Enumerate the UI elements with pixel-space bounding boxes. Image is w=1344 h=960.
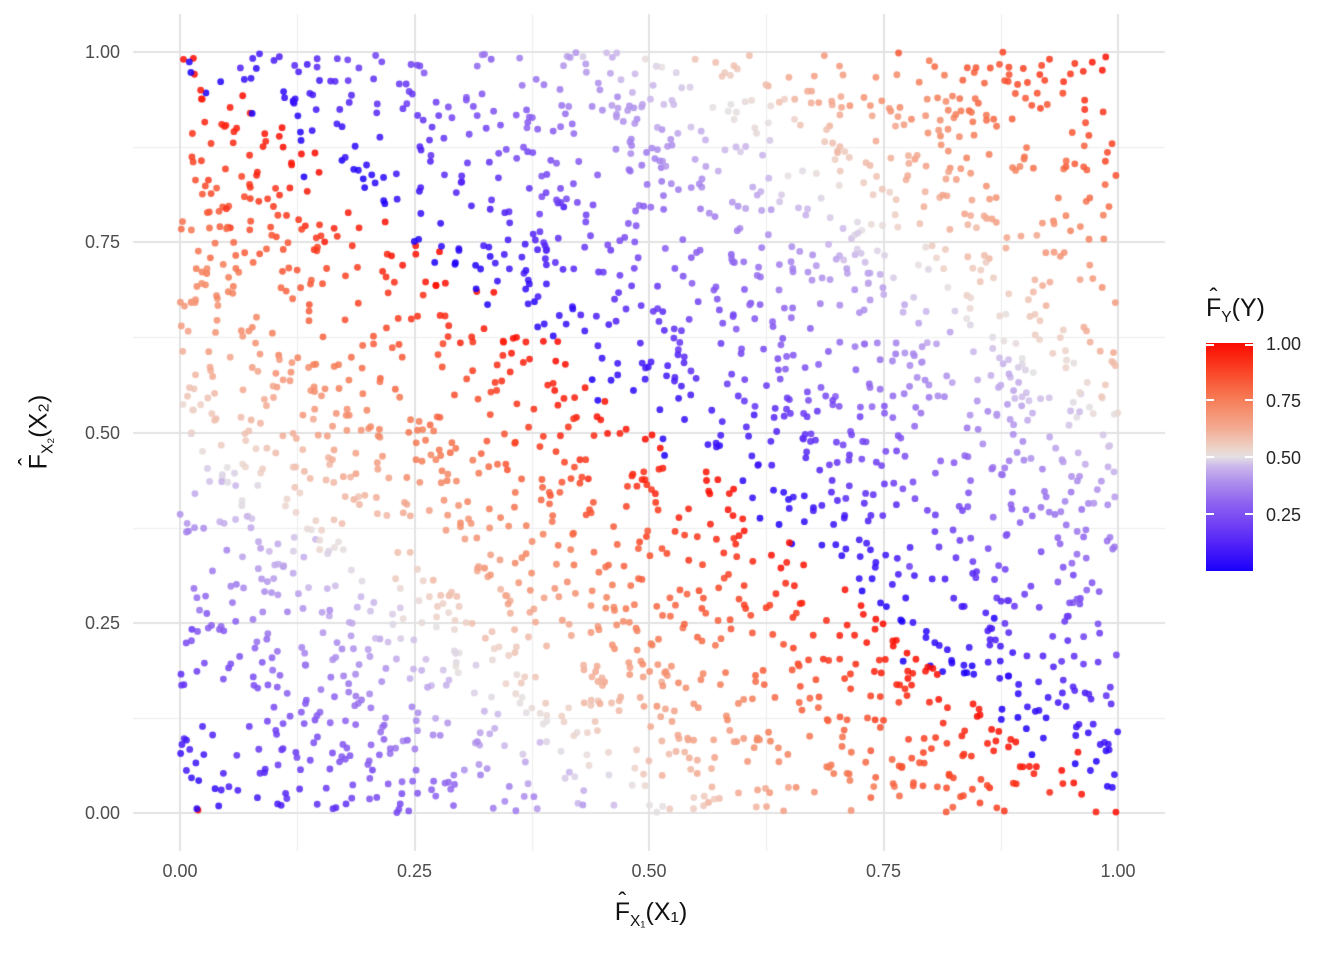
legend-tick-mark xyxy=(1245,398,1253,401)
legend-tick-label: 0.50 xyxy=(1266,447,1302,468)
legend-title-base: F xyxy=(1206,294,1222,322)
hat-accent: ˆ xyxy=(14,457,42,466)
hat-accent: ˆ xyxy=(618,887,627,915)
legend-title-argument: (Y) xyxy=(1231,294,1265,322)
x-axis-title: ˆ FX₁(X₁) xyxy=(614,890,688,931)
legend-tick-mark xyxy=(1245,455,1253,458)
legend-tick-mark xyxy=(1245,512,1253,515)
legend-title: ˆ FY(Y) xyxy=(1206,282,1323,327)
x-tick-label: 1.00 xyxy=(1100,861,1136,881)
y-tick-label: 0.25 xyxy=(84,612,120,633)
color-legend: ˆ FY(Y) 1.00 0.75 0.50 0.25 xyxy=(1206,282,1323,571)
x-tick-label: 0.25 xyxy=(396,861,433,881)
y-tick-label: 0.00 xyxy=(84,803,120,823)
hat-accent: ˆ xyxy=(1209,283,1218,311)
y-axis-title: ˆ FX₂(X₂) xyxy=(15,394,58,470)
x-tick-label: 0.75 xyxy=(865,861,902,881)
x-tick-label: 0.00 xyxy=(162,861,198,881)
y-tick-label: 0.75 xyxy=(84,232,120,253)
legend-tick-label: 1.00 xyxy=(1266,333,1302,354)
y-axis-title-subscript: X₂ xyxy=(39,437,57,455)
legend-colorbar-area: 1.00 0.75 0.50 0.25 xyxy=(1206,335,1323,571)
legend-tick-mark xyxy=(1245,343,1253,346)
y-tick-label: 0.50 xyxy=(84,422,120,443)
x-axis-title-base: F xyxy=(614,898,630,926)
y-tick-label: 1.00 xyxy=(84,42,120,62)
legend-tick-mark xyxy=(1206,512,1214,515)
legend-tick-mark xyxy=(1206,398,1214,401)
y-axis-title-argument: (X₂) xyxy=(24,394,53,438)
legend-tick-label: 0.25 xyxy=(1266,504,1302,525)
legend-title-subscript: Y xyxy=(1221,309,1232,326)
legend-tick-mark xyxy=(1206,343,1214,346)
legend-tick-label: 0.75 xyxy=(1266,390,1302,411)
legend-tick-mark xyxy=(1206,455,1214,458)
x-tick-label: 0.50 xyxy=(631,861,667,881)
x-axis-title-subscript: X₁ xyxy=(629,913,646,930)
x-axis-title-argument: (X₁) xyxy=(645,898,688,926)
